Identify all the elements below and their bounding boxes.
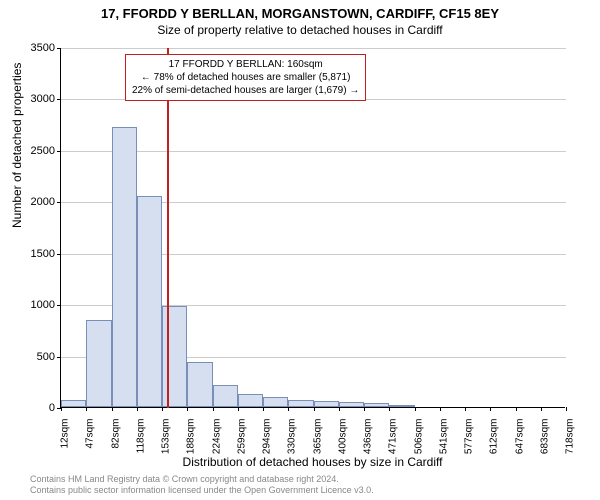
- xtick-mark: [389, 407, 390, 411]
- ytick-label: 500: [15, 351, 55, 363]
- xtick-label: 330sqm: [287, 419, 298, 455]
- xtick-mark: [516, 407, 517, 411]
- xtick-label: 577sqm: [464, 419, 475, 455]
- xtick-mark: [238, 407, 239, 411]
- ytick-mark: [57, 254, 61, 255]
- xtick-label: 436sqm: [363, 419, 374, 455]
- histogram-bar: [263, 397, 288, 407]
- ytick-mark: [57, 357, 61, 358]
- xtick-label: 118sqm: [135, 419, 146, 454]
- xtick-label: 153sqm: [161, 419, 172, 455]
- xtick-mark: [415, 407, 416, 411]
- xtick-label: 12sqm: [60, 419, 71, 449]
- ytick-label: 2500: [15, 145, 55, 157]
- xtick-label: 294sqm: [262, 419, 273, 455]
- annotation-line-3: 22% of semi-detached houses are larger (…: [132, 84, 359, 97]
- xtick-label: 188sqm: [186, 419, 197, 455]
- xtick-mark: [112, 407, 113, 411]
- xtick-label: 718sqm: [565, 419, 576, 455]
- reference-line: [167, 48, 169, 408]
- xtick-mark: [162, 407, 163, 411]
- xtick-label: 612sqm: [489, 419, 500, 455]
- ytick-label: 2000: [15, 196, 55, 208]
- annotation-line-1: 17 FFORDD Y BERLLAN: 160sqm: [132, 58, 359, 71]
- xtick-label: 506sqm: [413, 419, 424, 455]
- histogram-bar: [137, 196, 162, 407]
- chart-plot-area: 050010001500200025003000350012sqm47sqm82…: [60, 48, 565, 408]
- gridline: [61, 151, 566, 152]
- xtick-mark: [339, 407, 340, 411]
- footer-attribution: Contains HM Land Registry data © Crown c…: [30, 474, 374, 496]
- xtick-label: 259sqm: [236, 419, 247, 455]
- ytick-label: 3000: [15, 93, 55, 105]
- xtick-label: 82sqm: [110, 419, 121, 449]
- xtick-mark: [440, 407, 441, 411]
- ytick-label: 1000: [15, 299, 55, 311]
- ytick-mark: [57, 48, 61, 49]
- x-axis-label: Distribution of detached houses by size …: [60, 455, 565, 469]
- histogram-bar: [112, 127, 137, 407]
- ytick-label: 1500: [15, 248, 55, 260]
- chart-subtitle: Size of property relative to detached ho…: [0, 21, 600, 37]
- histogram-bar: [314, 401, 339, 407]
- xtick-mark: [61, 407, 62, 411]
- xtick-mark: [213, 407, 214, 411]
- histogram-bar: [187, 362, 212, 407]
- histogram-bar: [162, 306, 187, 407]
- xtick-mark: [465, 407, 466, 411]
- xtick-mark: [314, 407, 315, 411]
- ytick-mark: [57, 202, 61, 203]
- xtick-mark: [137, 407, 138, 411]
- annotation-box: 17 FFORDD Y BERLLAN: 160sqm ← 78% of det…: [125, 54, 366, 101]
- ytick-mark: [57, 305, 61, 306]
- xtick-mark: [187, 407, 188, 411]
- chart-container: 17, FFORDD Y BERLLAN, MORGANSTOWN, CARDI…: [0, 0, 600, 500]
- annotation-line-2: ← 78% of detached houses are smaller (5,…: [132, 71, 359, 84]
- histogram-bar: [389, 405, 414, 407]
- xtick-label: 647sqm: [514, 419, 525, 455]
- histogram-bar: [86, 320, 111, 407]
- histogram-bar: [238, 394, 263, 407]
- histogram-bar: [364, 403, 389, 407]
- ytick-label: 0: [15, 402, 55, 414]
- chart-title: 17, FFORDD Y BERLLAN, MORGANSTOWN, CARDI…: [0, 0, 600, 21]
- xtick-label: 47sqm: [85, 419, 96, 449]
- ytick-label: 3500: [15, 42, 55, 54]
- ytick-mark: [57, 99, 61, 100]
- histogram-bar: [61, 400, 86, 407]
- footer-line-2: Contains public sector information licen…: [30, 485, 374, 496]
- xtick-mark: [288, 407, 289, 411]
- xtick-mark: [263, 407, 264, 411]
- footer-line-1: Contains HM Land Registry data © Crown c…: [30, 474, 374, 485]
- xtick-label: 400sqm: [337, 419, 348, 455]
- histogram-bar: [288, 400, 313, 407]
- xtick-label: 683sqm: [539, 419, 550, 455]
- xtick-mark: [490, 407, 491, 411]
- xtick-label: 541sqm: [438, 419, 449, 455]
- xtick-mark: [86, 407, 87, 411]
- gridline: [61, 48, 566, 49]
- xtick-mark: [364, 407, 365, 411]
- xtick-label: 224sqm: [211, 419, 222, 455]
- histogram-bar: [213, 385, 238, 407]
- xtick-mark: [566, 407, 567, 411]
- ytick-mark: [57, 151, 61, 152]
- plot-region: 050010001500200025003000350012sqm47sqm82…: [60, 48, 565, 408]
- xtick-label: 365sqm: [312, 419, 323, 455]
- xtick-label: 471sqm: [388, 419, 399, 455]
- histogram-bar: [339, 402, 364, 407]
- xtick-mark: [541, 407, 542, 411]
